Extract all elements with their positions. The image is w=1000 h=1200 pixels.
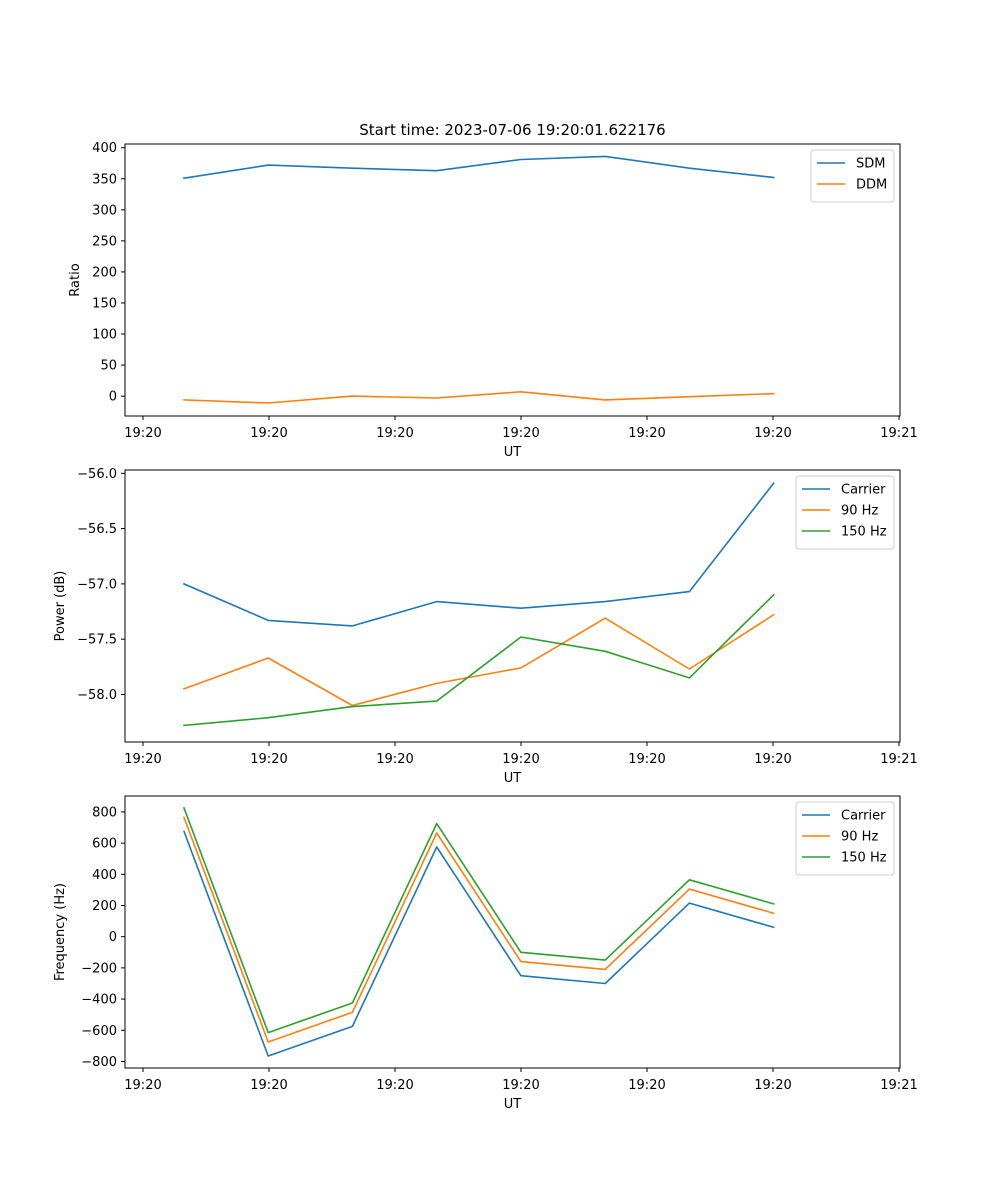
x-tick-label: 19:20 xyxy=(502,752,539,767)
y-tick-label: −56.5 xyxy=(77,522,117,537)
chart-2: 19:20 19:20 19:20 19:20 19:20 19:20 19:21 −58.0… xyxy=(53,467,918,786)
x-tick-label: 19:20 xyxy=(124,752,161,767)
y-tick-label: 250 xyxy=(92,234,117,249)
y-tick-label: −57.0 xyxy=(77,577,117,592)
y-tick-label: −56.0 xyxy=(77,467,117,482)
y-tick-label: 400 xyxy=(92,868,117,883)
legend: Carrier 90 Hz 150 Hz xyxy=(795,475,895,550)
plot-frame xyxy=(124,143,901,417)
x-tick-label: 19:20 xyxy=(502,1078,539,1093)
legend-label: 150 Hz xyxy=(841,525,887,540)
x-tick-label: 19:20 xyxy=(628,426,665,441)
legend-label: SDM xyxy=(856,157,885,172)
y-tick-label: 400 xyxy=(92,141,117,156)
y-tick-label: −57.5 xyxy=(77,633,117,648)
x-axis-label: UT xyxy=(504,445,522,460)
y-tick-label: 50 xyxy=(100,359,117,374)
legend-label: 90 Hz xyxy=(841,830,878,845)
x-tick-label: 19:20 xyxy=(250,1078,287,1093)
x-tick-label: 19:20 xyxy=(754,1078,791,1093)
x-tick-label: 19:20 xyxy=(502,426,539,441)
x-tick-label: 19:20 xyxy=(754,426,791,441)
x-tick-label: 19:20 xyxy=(628,752,665,767)
x-tick-label: 19:20 xyxy=(250,426,287,441)
x-tick-label: 19:20 xyxy=(628,1078,665,1093)
y-tick-label: −200 xyxy=(81,961,117,976)
y-tick-label: 150 xyxy=(92,296,117,311)
series-line-carrier xyxy=(182,830,775,1057)
x-tick-label: 19:20 xyxy=(754,752,791,767)
series-line-sdm xyxy=(183,155,775,180)
x-tick-label: 19:20 xyxy=(124,426,161,441)
chart-3: 19:20 19:20 19:20 19:20 19:20 19:20 19:21 −800 −… xyxy=(53,795,918,1112)
x-axis-label: UT xyxy=(504,771,522,786)
chart-title: Start time: 2023-07-06 19:20:01.622176 xyxy=(359,121,665,139)
y-axis-label: Ratio xyxy=(68,263,83,296)
series-line-ddm xyxy=(183,390,775,404)
y-tick-label: 350 xyxy=(92,172,117,187)
y-tick-label: 600 xyxy=(92,837,117,852)
x-tick-label: 19:21 xyxy=(880,426,917,441)
series-line-150-hz xyxy=(183,593,775,727)
legend-label: Carrier xyxy=(841,809,886,824)
series-line-90-hz xyxy=(182,613,775,707)
y-tick-label: 0 xyxy=(109,390,117,405)
legend-label: 90 Hz xyxy=(841,504,878,519)
legend-label: 150 Hz xyxy=(841,851,887,866)
x-tick-label: 19:20 xyxy=(376,1078,413,1093)
y-tick-label: −600 xyxy=(81,1024,117,1039)
y-tick-label: 800 xyxy=(92,805,117,820)
plot-frame xyxy=(124,795,901,1069)
y-axis-label: Frequency (Hz) xyxy=(53,883,68,981)
x-tick-label: 19:20 xyxy=(376,752,413,767)
x-tick-label: 19:21 xyxy=(880,1078,917,1093)
y-tick-label: 200 xyxy=(92,899,117,914)
plot-frame xyxy=(124,469,901,743)
legend-label: DDM xyxy=(856,178,887,193)
y-tick-label: 200 xyxy=(92,265,117,280)
y-tick-label: 300 xyxy=(92,203,117,218)
x-axis-label: UT xyxy=(504,1097,522,1112)
chart-1: Start time: 2023-07-06 19:20:01.622176 19… xyxy=(68,121,918,460)
series-line-150-hz xyxy=(182,806,775,1034)
y-tick-label: 0 xyxy=(109,930,117,945)
y-tick-label: −58.0 xyxy=(77,688,117,703)
x-tick-label: 19:20 xyxy=(376,426,413,441)
legend: SDM DDM xyxy=(810,149,895,203)
x-tick-label: 19:21 xyxy=(880,752,917,767)
y-axis-label: Power (dB) xyxy=(53,571,68,642)
x-tick-label: 19:20 xyxy=(250,752,287,767)
y-tick-label: −800 xyxy=(81,1055,117,1070)
series-line-carrier xyxy=(182,482,775,627)
y-tick-label: −400 xyxy=(81,993,117,1008)
series-line-90-hz xyxy=(182,816,775,1043)
y-tick-label: 100 xyxy=(92,328,117,343)
legend: Carrier 90 Hz 150 Hz xyxy=(795,801,895,876)
legend-label: Carrier xyxy=(841,483,886,498)
x-tick-label: 19:20 xyxy=(124,1078,161,1093)
